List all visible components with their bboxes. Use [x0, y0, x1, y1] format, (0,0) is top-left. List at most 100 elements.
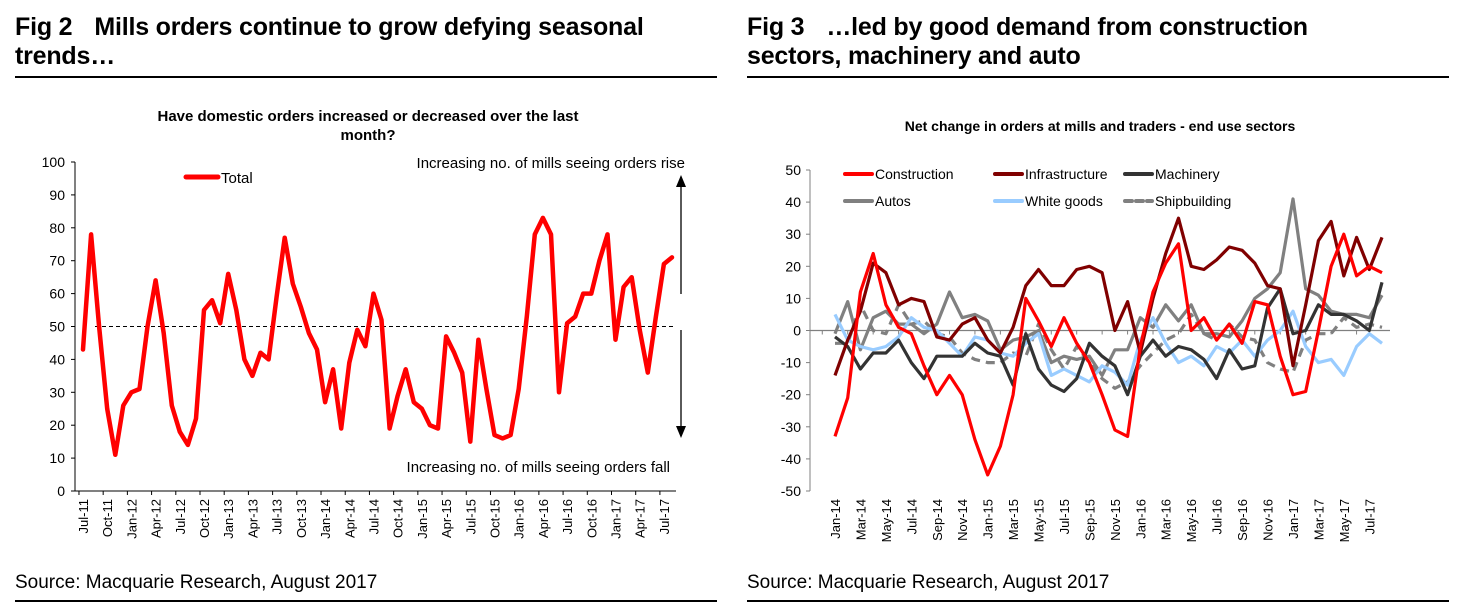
fig2-source: Source: Macquarie Research, August 2017 — [15, 572, 378, 593]
x-tick-label: Jan-17 — [1286, 499, 1301, 539]
x-tick-label: Mar-17 — [1311, 499, 1326, 540]
fig3-title-rule — [747, 76, 1449, 78]
y-tick-label: 0 — [793, 323, 801, 339]
chart-mills-orders: Have domestic orders increased or decrea… — [42, 108, 686, 539]
x-tick-label: Apr-13 — [245, 499, 260, 538]
x-tick-label: Jul-15 — [463, 499, 478, 534]
fig3-title: Fig 3 …led by good demand from constructi… — [747, 13, 1308, 71]
y-tick-label: 60 — [49, 286, 65, 302]
x-tick-label: Jan-13 — [221, 499, 236, 539]
x-tick-label: May-17 — [1337, 499, 1352, 542]
y-tick-label: 90 — [49, 187, 65, 203]
legend-label-machinery: Machinery — [1155, 166, 1220, 182]
x-tick-label: May-16 — [1184, 499, 1199, 542]
y-tick-label: -30 — [781, 419, 801, 435]
x-tick-label: Sep-14 — [930, 499, 945, 541]
series-line-total — [80, 215, 675, 458]
legend-label-construction: Construction — [875, 166, 954, 182]
series-line-infrastructure — [833, 216, 1384, 376]
fig3-title-line2: sectors, machinery and auto — [747, 42, 1081, 70]
y-tick-label: 40 — [49, 351, 65, 367]
fig2-title-rule — [15, 76, 717, 78]
y-tick-label: -10 — [781, 355, 801, 371]
y-tick-label: -40 — [781, 451, 801, 467]
y-tick-label: 20 — [49, 417, 65, 433]
series-line-machinery — [834, 281, 1384, 397]
series-line-shipbuilding — [835, 303, 1383, 390]
x-tick-label: Sep-16 — [1235, 499, 1250, 541]
x-tick-label: Apr-16 — [536, 499, 551, 538]
legend-label-autos: Autos — [875, 193, 911, 209]
fig2-bottom-rule — [15, 600, 717, 602]
x-tick-label: Jul-17 — [657, 499, 672, 534]
x-tick-label: Jan-14 — [828, 499, 843, 539]
x-tick-label: Nov-16 — [1261, 499, 1276, 541]
chart2-title: Net change in orders at mills and trader… — [905, 118, 1296, 134]
fig2-title-line2: trends… — [15, 42, 116, 70]
arrow-down-icon — [676, 330, 686, 438]
x-tick-label: Jul-17 — [1362, 499, 1377, 534]
legend-label-white-goods: White goods — [1025, 193, 1103, 209]
x-tick-label: Jan-16 — [512, 499, 527, 539]
x-tick-label: Sep-15 — [1082, 499, 1097, 541]
x-tick-label: Oct-14 — [391, 499, 406, 538]
chart1-title-line2: month? — [341, 127, 396, 144]
legend-total-label: Total — [221, 170, 253, 187]
chart-end-use-sectors: Net change in orders at mills and trader… — [781, 118, 1390, 542]
x-tick-label: Jan-12 — [124, 499, 139, 539]
x-tick-label: Jul-15 — [1057, 499, 1072, 534]
y-tick-label: 50 — [785, 162, 801, 178]
legend-label-infrastructure: Infrastructure — [1025, 166, 1108, 182]
y-tick-label: 100 — [42, 154, 66, 170]
x-tick-label: Nov-15 — [1108, 499, 1123, 541]
x-tick-label: Oct-15 — [487, 499, 502, 538]
x-tick-label: Mar-14 — [853, 499, 868, 540]
y-tick-label: 40 — [785, 194, 801, 210]
x-tick-label: Mar-15 — [1006, 499, 1021, 540]
legend-label-shipbuilding: Shipbuilding — [1155, 193, 1231, 209]
x-tick-label: Oct-12 — [197, 499, 212, 538]
annotation-orders-fall: Increasing no. of mills seeing orders fa… — [407, 459, 670, 476]
y-tick-label: 0 — [57, 483, 65, 499]
annotation-orders-rise: Increasing no. of mills seeing orders ri… — [417, 155, 685, 172]
y-tick-label: -50 — [781, 483, 801, 499]
arrow-up-icon — [676, 175, 686, 294]
x-tick-label: Jan-16 — [1133, 499, 1148, 539]
x-tick-label: Apr-17 — [633, 499, 648, 538]
fig3-bottom-rule — [747, 600, 1449, 602]
x-tick-label: Oct-13 — [294, 499, 309, 538]
fig3-number: Fig 3 — [747, 13, 805, 41]
x-tick-label: May-15 — [1032, 499, 1047, 542]
chart1-title-line1: Have domestic orders increased or decrea… — [157, 108, 578, 125]
x-tick-label: Jul-13 — [270, 499, 285, 534]
y-tick-label: 70 — [49, 253, 65, 269]
x-tick-label: Jul-16 — [560, 499, 575, 534]
x-tick-label: Mar-16 — [1159, 499, 1174, 540]
y-tick-label: 30 — [49, 384, 65, 400]
x-tick-label: Jul-14 — [366, 499, 381, 534]
x-tick-label: Nov-14 — [955, 499, 970, 541]
fig2-number: Fig 2 — [15, 13, 73, 41]
x-tick-label: Jan-14 — [318, 499, 333, 539]
fig3-source: Source: Macquarie Research, August 2017 — [747, 572, 1110, 593]
x-tick-label: Jan-15 — [981, 499, 996, 539]
x-tick-label: Apr-15 — [439, 499, 454, 538]
x-tick-label: Jan-17 — [609, 499, 624, 539]
x-tick-label: Jul-11 — [76, 499, 91, 533]
x-tick-label: Jul-14 — [904, 499, 919, 534]
series-line-construction — [833, 232, 1383, 477]
y-tick-label: 10 — [785, 290, 801, 306]
x-tick-label: Apr-12 — [149, 499, 164, 538]
x-tick-label: Jul-16 — [1210, 499, 1225, 534]
y-tick-label: -20 — [781, 387, 801, 403]
fig3-title-line1: …led by good demand from construction — [826, 13, 1308, 41]
x-tick-label: Oct-11 — [100, 499, 115, 537]
x-tick-label: Apr-14 — [342, 499, 357, 538]
y-tick-label: 50 — [49, 319, 65, 335]
x-tick-label: Oct-16 — [584, 499, 599, 538]
fig2-title: Fig 2 Mills orders continue to grow defyi… — [15, 13, 644, 71]
x-tick-label: Jul-12 — [173, 499, 188, 534]
x-tick-label: May-14 — [879, 499, 894, 542]
y-tick-label: 20 — [785, 258, 801, 274]
fig2-title-line1: Mills orders continue to grow defying se… — [94, 13, 644, 41]
